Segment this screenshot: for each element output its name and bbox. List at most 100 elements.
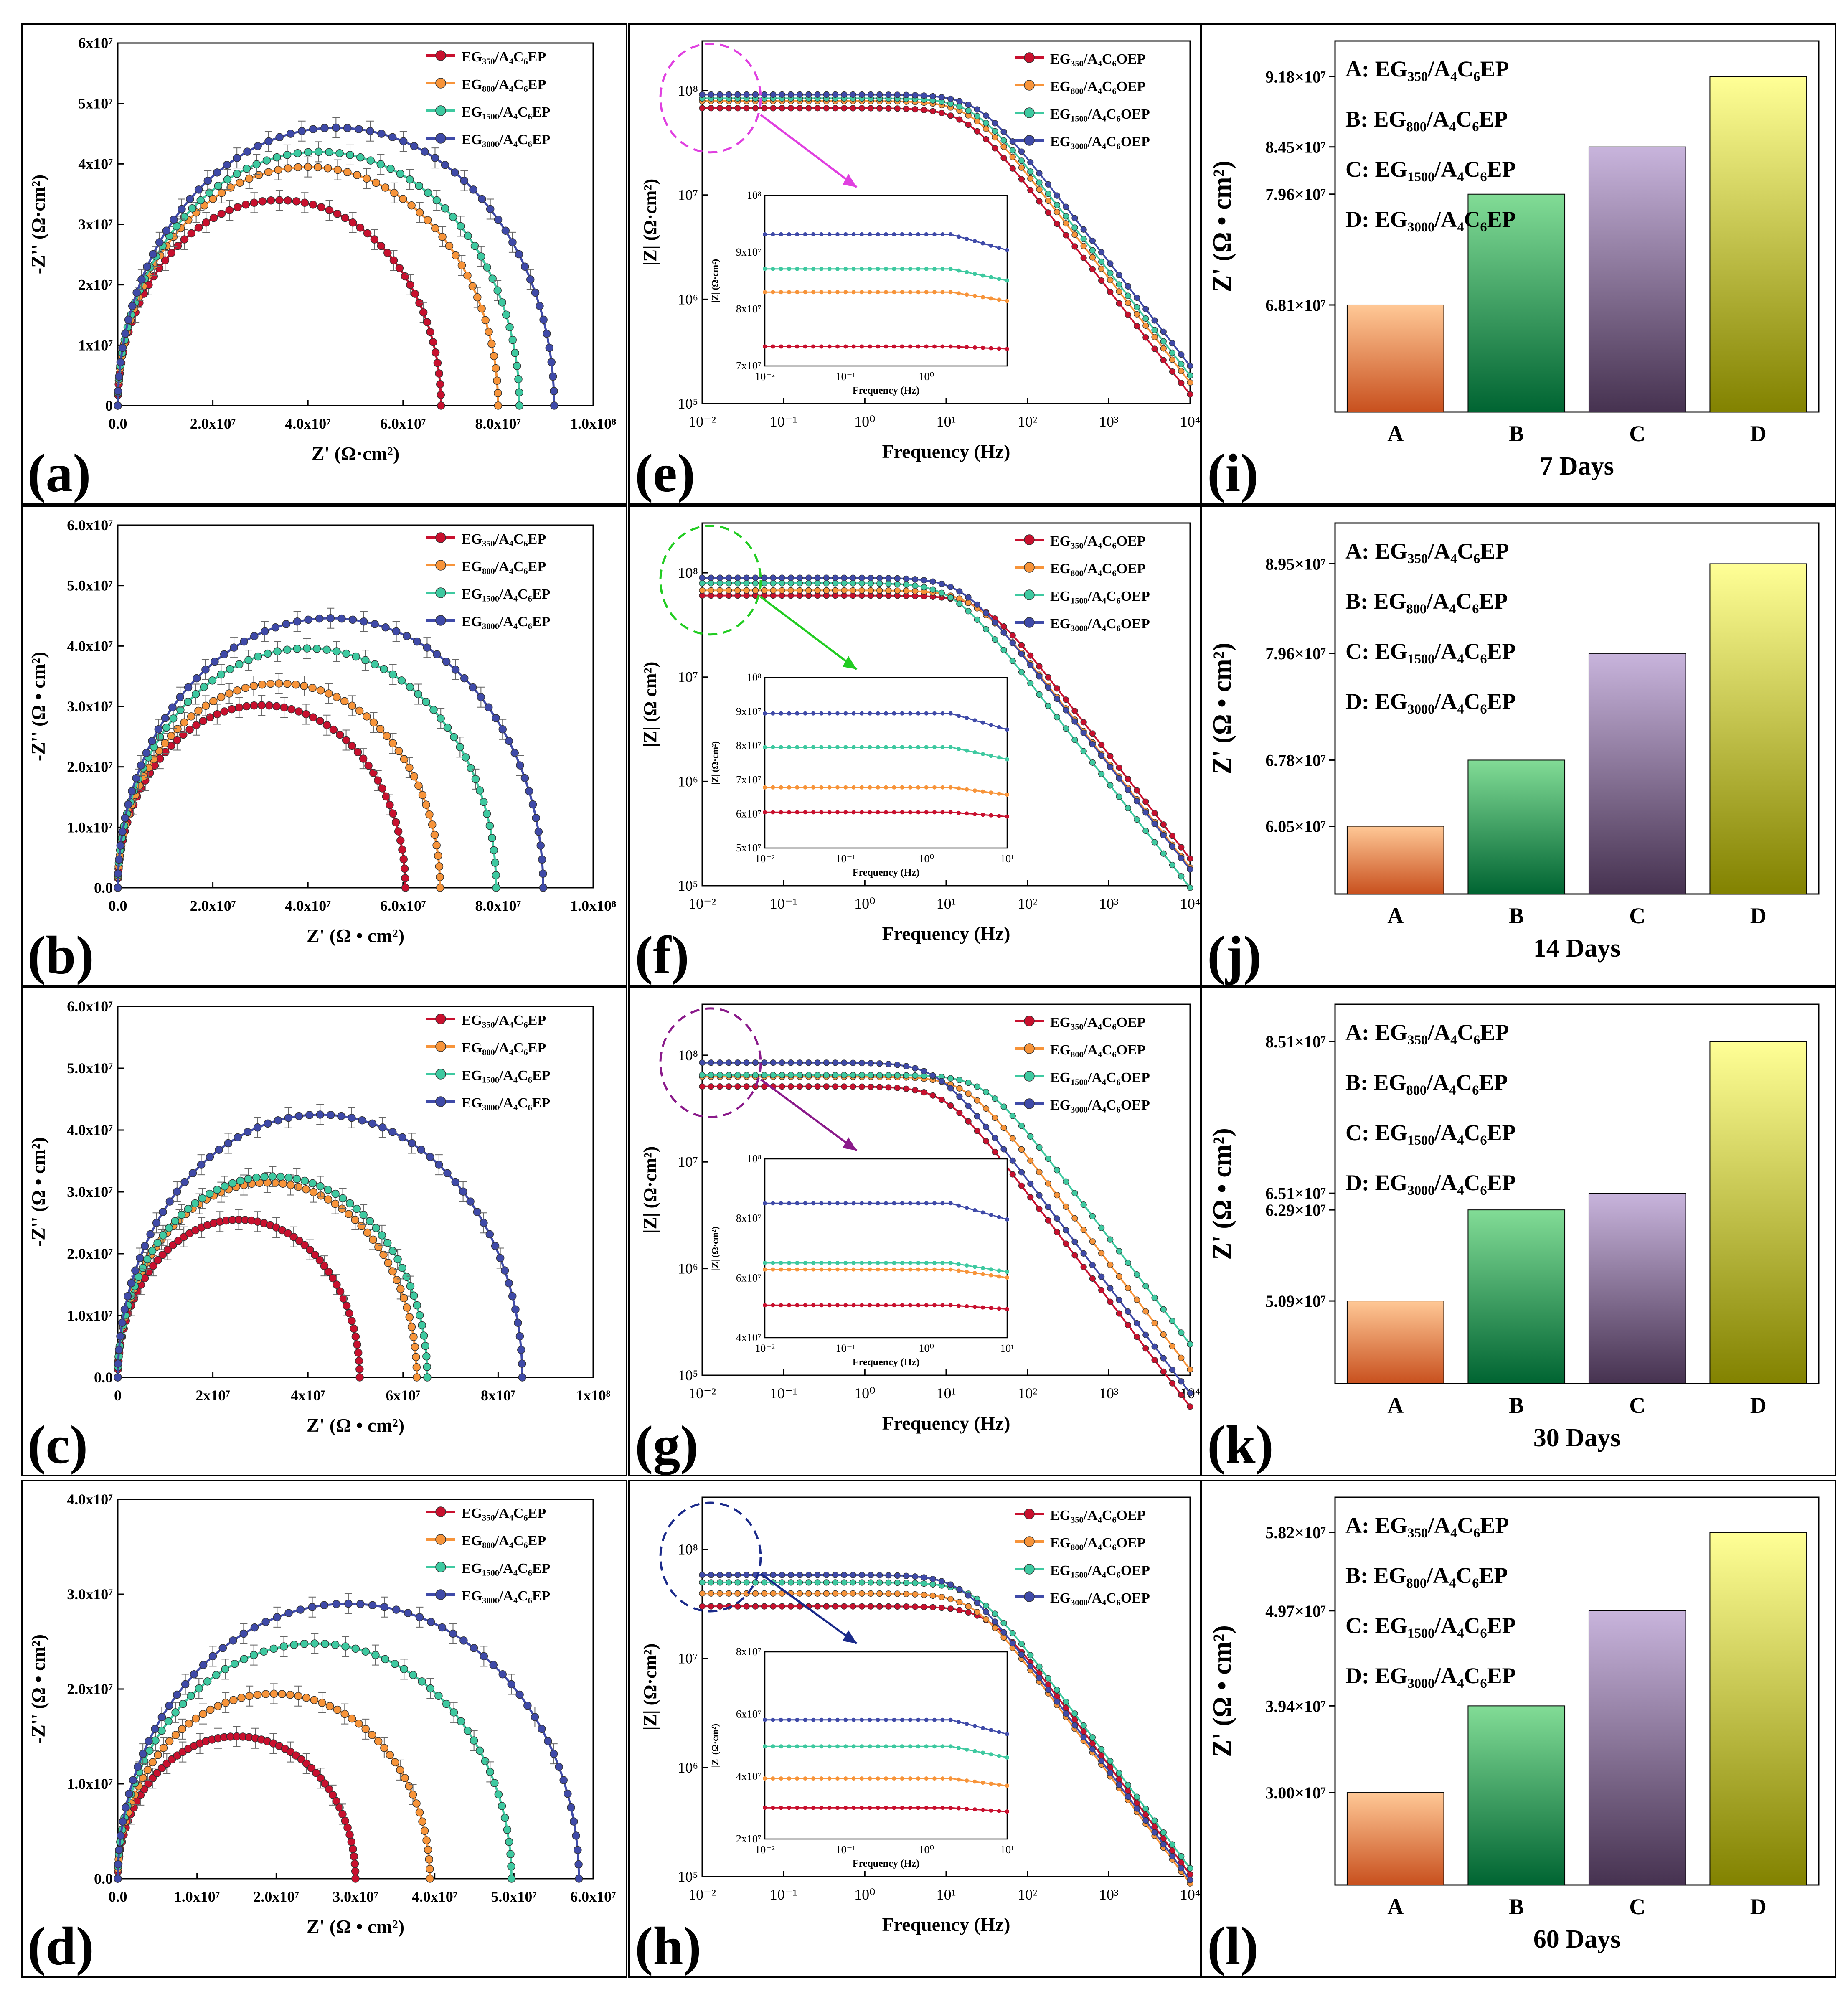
inset-point	[787, 810, 791, 815]
inset-point	[868, 1260, 872, 1265]
bode-point	[992, 120, 998, 127]
inset-point	[819, 232, 824, 236]
bode-point	[903, 1580, 910, 1586]
nyquist-point	[351, 1875, 360, 1883]
nyquist-point	[242, 702, 251, 711]
inset-x-tick-label: 10⁻²	[755, 853, 775, 865]
nyquist-point	[186, 195, 194, 203]
bode-point	[947, 1605, 954, 1612]
nyquist-point	[355, 706, 364, 715]
inset-point	[876, 344, 880, 349]
legend-marker	[435, 560, 446, 571]
bode-point	[1125, 1308, 1131, 1315]
nyquist-point	[116, 1332, 124, 1341]
inset-point	[835, 1717, 840, 1722]
highlight-circle	[659, 43, 762, 154]
nyquist-point	[369, 718, 378, 727]
inset-point	[957, 714, 961, 718]
nyquist-point	[443, 1169, 452, 1177]
bode-point	[752, 1059, 759, 1066]
nyquist-point	[426, 328, 434, 336]
bode-point	[1151, 1356, 1158, 1364]
nyquist-point	[300, 1176, 309, 1185]
y-axis-label: |Z| (Ω cm²)	[640, 662, 660, 747]
x-tick-label: B	[1509, 421, 1524, 446]
nyquist-point	[137, 275, 146, 284]
nyquist-point	[264, 168, 273, 176]
bode-point	[1027, 175, 1034, 182]
inset-point	[835, 290, 840, 295]
y-tick-label: 5x10⁷	[78, 95, 113, 112]
bode-point	[1018, 148, 1025, 155]
inset-point	[997, 246, 1001, 250]
nyquist-point	[180, 235, 189, 244]
bode-point	[1071, 224, 1078, 231]
inset-point	[876, 290, 880, 295]
nyquist-point	[184, 698, 192, 706]
nyquist-point	[294, 1112, 303, 1120]
nyquist-point	[490, 846, 498, 855]
nyquist-curve-EG1500	[117, 1175, 429, 1378]
bode-point	[1071, 1722, 1078, 1729]
bode-point	[1009, 154, 1016, 160]
nyquist-point	[143, 1766, 152, 1774]
nyquist-point	[436, 884, 444, 892]
bode-point	[938, 1097, 945, 1103]
nyquist-point	[173, 1690, 181, 1699]
x-tick-label: D	[1750, 421, 1767, 446]
inset-point	[771, 1303, 775, 1308]
nyquist-point	[354, 1349, 363, 1357]
inset-point	[981, 1272, 985, 1276]
inset-point	[1005, 1270, 1009, 1274]
nyquist-point	[353, 1204, 361, 1213]
panel-letter: (h)	[635, 1916, 701, 1976]
nyquist-point	[250, 198, 259, 207]
nyquist-point	[302, 1694, 311, 1702]
legend-marker	[1024, 562, 1035, 573]
bode-point	[947, 112, 954, 119]
nyquist-point	[190, 1670, 198, 1679]
bode-point	[876, 1572, 883, 1579]
inset-point	[803, 1267, 807, 1272]
bode-point	[850, 580, 856, 587]
inset-point	[965, 270, 969, 274]
nyquist-point	[486, 205, 495, 213]
y-tick-label: 8.51×10⁷	[1265, 1032, 1326, 1051]
legend-label: EG₃₅₀/A₄C₆EP	[462, 1013, 546, 1028]
nyquist-point	[148, 737, 156, 745]
bode-point	[1080, 254, 1087, 261]
x-tick-label: 4.0x10⁷	[285, 415, 331, 432]
inset-point	[932, 1744, 937, 1749]
nyquist-point	[254, 142, 262, 150]
bode-point	[1000, 1629, 1007, 1636]
nyquist-point	[164, 1717, 173, 1726]
inset-point	[892, 267, 896, 271]
nyquist-point	[426, 1875, 434, 1883]
inset-point	[965, 1263, 969, 1268]
nyquist-point	[356, 1600, 365, 1608]
bode-point	[858, 91, 865, 98]
bode-point	[894, 1085, 901, 1091]
inset-point	[900, 290, 904, 295]
inset-point	[876, 745, 880, 749]
nyquist-point	[213, 1186, 221, 1194]
nyquist-point	[505, 323, 514, 331]
inset-point	[989, 1267, 993, 1272]
nyquist-point	[249, 1651, 258, 1659]
nyquist-point	[498, 1802, 506, 1810]
inset-point	[948, 1201, 953, 1206]
inset-point	[940, 1260, 945, 1265]
nyquist-point	[340, 697, 349, 706]
inset-point	[860, 1303, 864, 1308]
bode-point	[1151, 810, 1158, 817]
bode-point	[779, 1603, 785, 1610]
inset-point	[940, 785, 945, 790]
x-tick-label: 10⁰	[854, 1385, 875, 1402]
bode-point	[1125, 1793, 1131, 1800]
legend-label: EG₃₀₀₀/A₄C₆OEP	[1050, 134, 1150, 150]
nyquist-point	[500, 1814, 509, 1822]
legend-marker	[1024, 1509, 1035, 1519]
inset-point	[924, 1267, 929, 1272]
nyquist-point	[418, 1677, 426, 1686]
